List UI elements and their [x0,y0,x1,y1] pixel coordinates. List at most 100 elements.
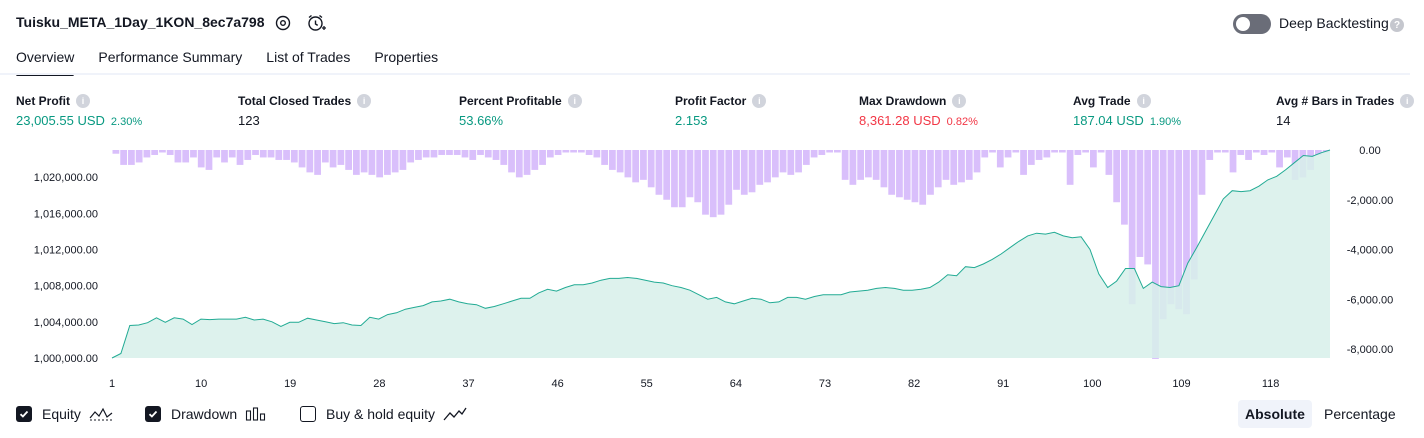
drawdown-bar [802,150,810,165]
drawdown-bar [1167,150,1175,305]
equity-drawdown-chart[interactable]: 1,020,000.00 1,016,000.00 1,012,000.00 1,00… [0,140,1424,395]
drawdown-bar [1043,150,1051,158]
drawdown-bar [1035,150,1043,160]
drawdown-bar [865,150,872,178]
info-icon[interactable]: i [1400,94,1415,108]
equity-checkbox[interactable] [16,406,32,422]
drawdown-bar [1004,150,1012,158]
drawdown-bar [756,150,764,185]
drawdown-bar [112,150,120,154]
info-icon[interactable]: i [76,94,90,108]
right-axis-tick: -2,000.00 [1347,195,1393,207]
drawdown-bar [950,150,958,185]
add-alert-icon[interactable] [305,12,327,34]
metric-label: Total Closed Trades [238,94,352,108]
drawdown-bar [1066,150,1074,185]
info-icon[interactable]: i [357,94,372,108]
tab-properties[interactable]: Properties [374,49,439,65]
metric-percent-profitable: Percent Profitable i 53.66% [459,94,582,128]
drawdown-bar [135,150,143,163]
drawdown-bar [989,150,996,153]
metric-value: 123 [238,113,260,128]
x-axis-tick: 91 [997,378,1009,390]
x-axis-tick: 118 [1262,378,1280,390]
metric-total-closed-trades: Total Closed Trades i 123 [238,94,372,128]
drawdown-bar [826,150,833,153]
drawdown-bar [166,150,174,155]
drawdown-bar [213,150,221,158]
drawdown-bar [996,150,1004,168]
drawdown-bar [880,150,888,188]
drawdown-bar [733,150,740,190]
x-axis-tick: 100 [1083,378,1101,390]
info-icon[interactable]: i [567,94,582,108]
drawdown-bar [616,150,624,173]
drawdown-bar [1020,150,1027,175]
drawdown-bar [973,150,981,173]
drawdown-bar [1245,150,1252,160]
drawdown-series-icon [245,406,267,422]
drawdown-bar [647,150,655,188]
drawdown-bar [508,150,515,173]
drawdown-bar [663,150,671,200]
metric-max-drawdown: Max Drawdown i 8,361.28 USD 0.82% [859,94,978,128]
drawdown-bar [306,150,314,173]
deep-backtesting-label: Deep Backtesting [1279,15,1389,31]
drawdown-bar [368,150,376,175]
deep-backtesting-toggle[interactable] [1233,14,1271,34]
drawdown-bar [927,150,934,195]
drawdown-bar [221,150,228,163]
drawdown-bar [453,150,461,155]
legend-drawdown[interactable]: Drawdown [145,402,267,426]
x-axis-tick: 55 [641,378,653,390]
tab-overview[interactable]: Overview [16,46,75,76]
drawdown-bar [903,150,911,200]
tab-performance-summary[interactable]: Performance Summary [98,49,243,65]
drawdown-bar [128,150,135,165]
absolute-button[interactable]: Absolute [1238,400,1312,428]
drawdown-bar [1206,150,1214,160]
drawdown-bar [911,150,919,203]
drawdown-bar [585,150,593,155]
strategy-title: Tuisku_META_1Day_1KON_8ec7a798 [16,14,265,30]
drawdown-bar [391,150,399,173]
drawdown-bar [430,150,438,158]
right-axis-tick: -4,000.00 [1347,245,1393,257]
drawdown-bar [601,150,609,165]
metric-label: Avg Trade [1073,94,1131,108]
legend-equity[interactable]: Equity [16,402,113,426]
x-axis-tick: 64 [730,378,742,390]
x-axis-tick: 28 [373,378,385,390]
drawdown-bar [1190,150,1198,280]
drawdown-bar [244,150,252,160]
drawdown-bar [934,150,942,188]
metric-label: Profit Factor [675,94,747,108]
drawdown-bar [298,150,306,168]
drawdown-checkbox[interactable] [145,406,161,422]
drawdown-bar [236,150,244,165]
drawdown-bar [143,150,151,158]
info-icon[interactable]: i [952,94,967,108]
legend-buy-hold[interactable]: Buy & hold equity [300,402,467,426]
drawdown-bar [896,150,903,198]
drawdown-bar [321,150,329,163]
percentage-button[interactable]: Percentage [1324,406,1396,422]
info-icon[interactable]: i [1136,94,1151,108]
drawdown-bar [120,150,128,165]
drawdown-bar [694,150,702,203]
drawdown-bar [1113,150,1121,203]
drawdown-bar [384,150,391,175]
drawdown-bar [655,150,663,195]
drawdown-bar [539,150,546,165]
help-icon[interactable]: ? [1390,18,1404,32]
drawdown-bar [593,150,601,158]
info-icon[interactable]: i [752,94,767,108]
drawdown-bar [360,150,368,173]
settings-icon[interactable] [272,12,294,34]
drawdown-bar [1276,150,1283,168]
drawdown-bar [1252,150,1260,153]
drawdown-bar [888,150,896,195]
buy-hold-checkbox[interactable] [300,406,316,422]
drawdown-bar [515,150,523,178]
tab-list-of-trades[interactable]: List of Trades [266,49,351,65]
